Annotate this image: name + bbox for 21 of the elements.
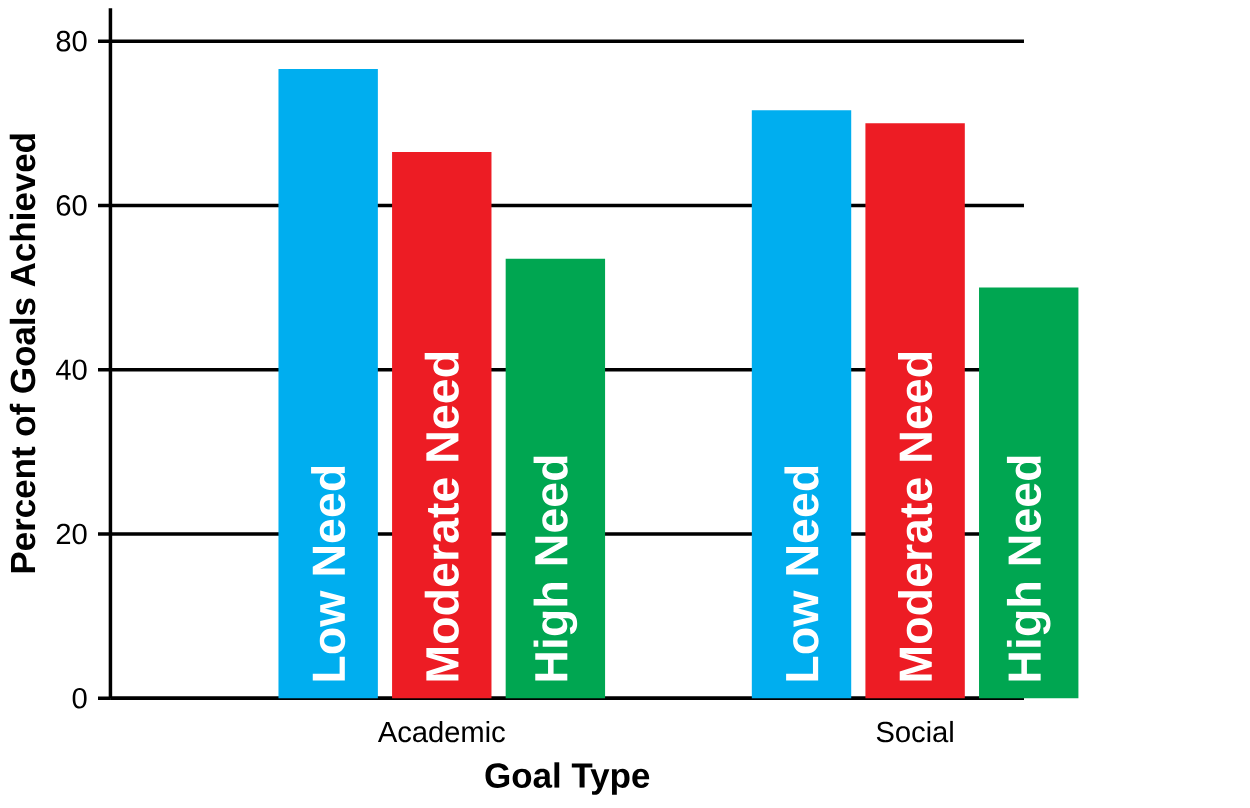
x-tick-label: Social: [876, 721, 953, 743]
y-tick-label: 80: [56, 31, 87, 52]
series-label: High Need: [533, 456, 578, 681]
series-label: Moderate Need: [424, 353, 459, 681]
text: Low Need: [784, 467, 819, 681]
bar: [865, 123, 965, 699]
y-tick-label: 60: [56, 195, 87, 216]
bar: [979, 287, 1079, 699]
text: Moderate Need: [898, 353, 933, 681]
y-tick-label: 20: [56, 523, 87, 545]
text: High Need: [1006, 456, 1051, 681]
x-tick-label: Academic: [377, 721, 505, 743]
y-tick-label: 40: [56, 359, 87, 381]
y-axis-title: Percent of Goals Achieved: [9, 134, 36, 573]
y-tick-label: 0: [72, 688, 87, 709]
bar: [392, 152, 492, 699]
series-label: Low Need: [311, 467, 346, 681]
bar: [278, 69, 378, 699]
bar: [505, 259, 606, 699]
bar: [751, 110, 852, 699]
x-axis-title: Goal Type: [485, 762, 650, 796]
